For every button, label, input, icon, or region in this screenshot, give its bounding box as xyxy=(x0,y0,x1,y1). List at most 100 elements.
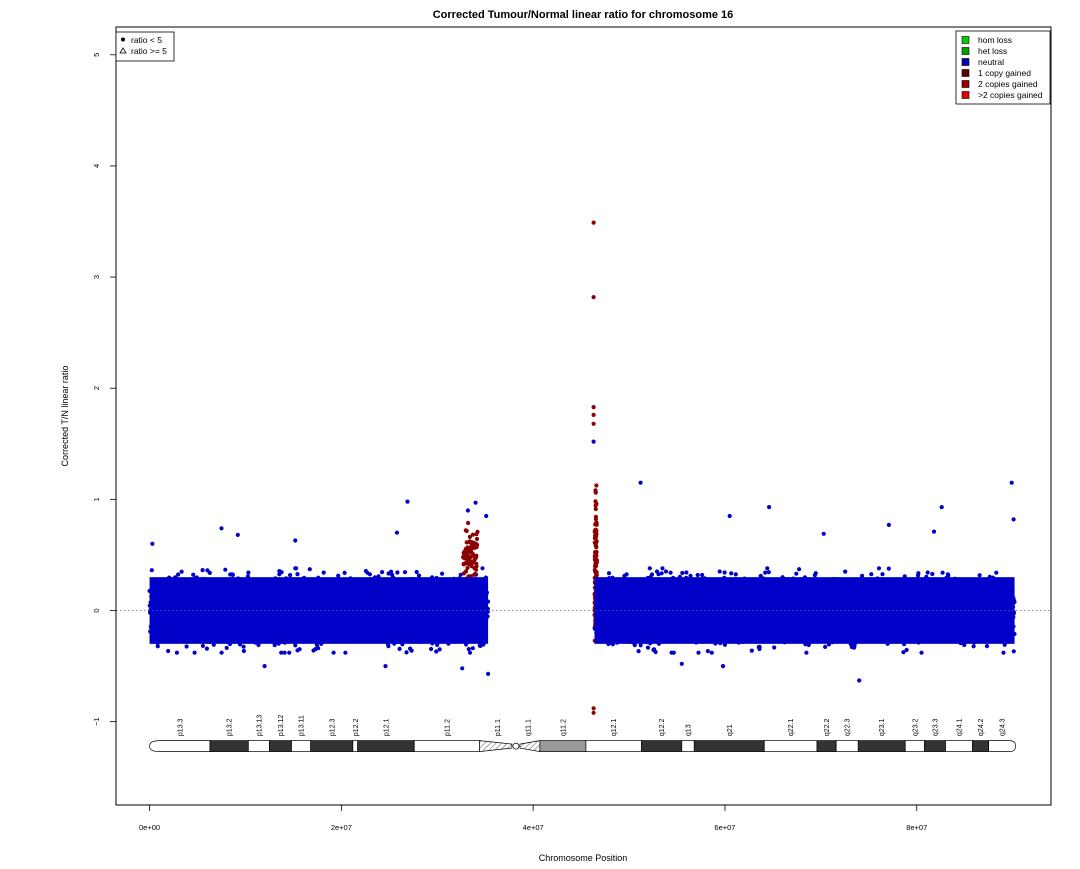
band-shape xyxy=(857,740,906,752)
band-shape xyxy=(693,740,765,752)
data-point xyxy=(470,532,475,537)
outlier-point xyxy=(484,513,489,519)
band-q24-2: q24.2 xyxy=(972,718,990,752)
legend-status-label: het loss xyxy=(978,46,1007,56)
data-point xyxy=(766,570,771,575)
band-q24-1: q24.1 xyxy=(945,718,973,752)
data-point xyxy=(749,648,754,653)
outlier-point xyxy=(591,412,596,417)
data-point xyxy=(916,571,921,576)
legend-status-label: hom loss xyxy=(978,35,1012,45)
data-point xyxy=(224,645,229,651)
data-point xyxy=(470,560,475,566)
y-tick-label: 5 xyxy=(92,53,101,57)
data-point xyxy=(592,554,597,559)
y-axis: −1 0 1 2 3 4 5 xyxy=(92,53,117,726)
data-point xyxy=(945,572,951,577)
data-point xyxy=(429,646,434,652)
data-point xyxy=(696,650,701,655)
data-point xyxy=(363,568,368,574)
outlier-point xyxy=(720,664,726,669)
band-p13-2: p13.2 xyxy=(209,718,249,752)
data-point xyxy=(962,642,967,648)
data-point xyxy=(843,569,848,574)
data-point xyxy=(311,648,316,653)
band-q22-3: q22.3 xyxy=(835,718,859,752)
band-label: q24.3 xyxy=(1000,718,1007,736)
band-q23-3: q23.3 xyxy=(924,718,946,752)
legend-status-label: 1 copy gained xyxy=(978,68,1031,78)
data-point xyxy=(336,573,341,578)
data-point xyxy=(668,570,673,575)
data-point xyxy=(390,572,395,578)
band-shape xyxy=(681,740,695,752)
x-tick-label: 4e+07 xyxy=(523,823,544,832)
data-point xyxy=(207,570,212,576)
outlier-point xyxy=(1011,517,1016,522)
outlier-point xyxy=(886,522,892,528)
band-q12-2: q12.2 xyxy=(641,718,683,752)
outlier-point xyxy=(591,421,596,426)
data-point xyxy=(256,642,261,648)
data-point xyxy=(638,643,643,648)
data-point xyxy=(287,650,292,655)
data-point xyxy=(277,572,282,577)
data-point xyxy=(804,650,809,655)
outlier-point xyxy=(591,295,596,300)
band-shape xyxy=(539,740,587,752)
outlier-point xyxy=(219,526,224,531)
outlier-point xyxy=(235,532,240,538)
x-axis: 0e+00 2e+07 4e+07 6e+07 8e+07 xyxy=(139,804,927,832)
band-q24-3: q24.3 xyxy=(988,718,1016,752)
data-point xyxy=(652,647,657,652)
data-point xyxy=(437,647,442,652)
data-point xyxy=(869,572,874,577)
band-shape xyxy=(149,740,211,752)
data-point xyxy=(705,649,711,654)
band-shape xyxy=(816,740,837,752)
data-point xyxy=(772,645,777,650)
band-label: p13.13 xyxy=(256,715,263,737)
band-label: p13.12 xyxy=(278,715,285,737)
legend-swatch xyxy=(961,80,970,88)
data-point xyxy=(466,520,471,526)
data-point xyxy=(594,549,599,555)
legend-status-box xyxy=(955,30,1051,105)
data-point xyxy=(191,572,196,577)
band-q23-1: q23.1 xyxy=(857,718,906,752)
data-point xyxy=(219,650,224,655)
data-point xyxy=(343,650,348,655)
outlier-point xyxy=(405,499,410,504)
data-point xyxy=(246,570,251,575)
x-tick-label: 2e+07 xyxy=(331,823,352,832)
data-point xyxy=(474,561,479,567)
triangle-icon xyxy=(119,47,127,54)
outlier-point xyxy=(262,664,267,669)
data-point xyxy=(695,572,700,578)
plot-frame xyxy=(115,26,1052,806)
data-point xyxy=(293,566,298,571)
band-shape xyxy=(641,740,683,752)
data-point xyxy=(474,553,479,558)
outlier-point xyxy=(939,505,944,510)
data-point xyxy=(886,566,891,571)
data-point xyxy=(395,570,400,575)
band-label: q11.2 xyxy=(560,719,567,736)
band-p11-2: p11.2 xyxy=(413,719,480,752)
band-label: q21 xyxy=(727,724,734,736)
band-label: p11.2 xyxy=(444,719,451,736)
y-tick-label: 3 xyxy=(92,275,101,279)
y-tick-label: 1 xyxy=(92,497,101,501)
data-point xyxy=(174,650,179,655)
data-point xyxy=(880,572,885,577)
data-point xyxy=(925,570,930,575)
data-point xyxy=(467,534,472,540)
x-tick-label: 8e+07 xyxy=(906,823,927,832)
band-label: q13 xyxy=(686,724,693,736)
data-point xyxy=(849,644,854,650)
legend-shape-label: ratio < 5 xyxy=(131,35,162,45)
y-tick-label: 0 xyxy=(92,608,101,612)
legend-status-label: neutral xyxy=(978,57,1004,67)
data-point xyxy=(467,650,473,655)
